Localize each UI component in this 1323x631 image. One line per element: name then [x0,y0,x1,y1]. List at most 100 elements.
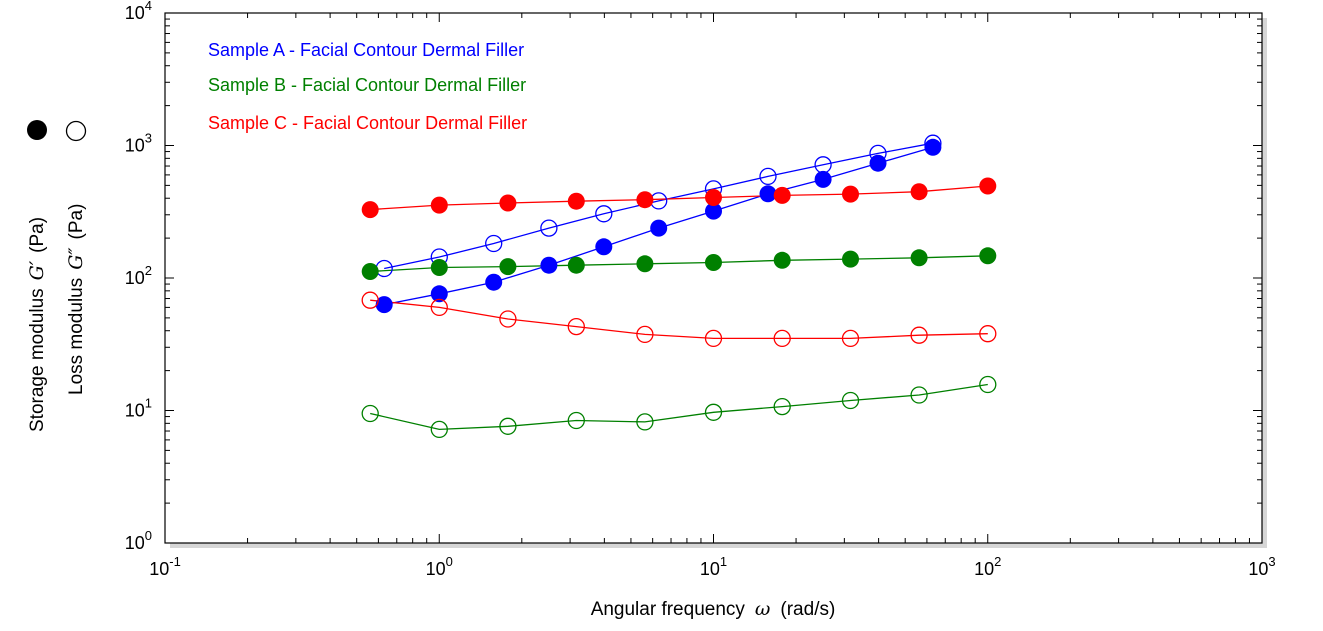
x-axis-unit: (rad/s) [780,599,835,620]
x-tick-labels: 10-1 100 101 102 103 [149,554,1275,579]
series-1-loss-point [636,413,654,431]
series-2-storage-point [979,177,997,195]
series-1-loss-point [910,386,928,404]
x-tick-label-base: 10 [426,559,446,579]
y-tick-label-exponent: 0 [145,528,152,543]
y-axis-title-loss: Loss modulus G″ (Pa) [65,120,87,395]
series-1-storage-point [430,259,448,276]
series-2-storage-point [567,192,585,210]
svg-text:Storage modulusG′(Pa): Storage modulus G′ (Pa) [26,217,48,432]
series-2-storage-point [773,186,791,204]
x-tick-label: 103 [1248,554,1275,579]
series-2-loss-point [361,291,379,309]
y-tick-label: 101 [125,396,152,421]
series-0-loss-point [814,156,832,174]
series-2-loss-point [499,310,517,328]
y-axis-loss-text: Loss modulus [66,278,87,395]
x-axis-title: Angular frequency ω (rad/s) [591,598,836,620]
series-0-storage-point [705,202,722,220]
series-2-loss-point [430,298,448,317]
series-1-storage-line [370,255,988,273]
series-1-storage-point [979,247,997,265]
series-2-storage-point [361,201,379,219]
open-circle-legend-icon [65,120,87,142]
x-tick-label-exponent: 3 [1268,554,1275,569]
series-2-loss-point [567,317,585,336]
series-0-storage-point [924,138,942,156]
y-axis-storage-unit: (Pa) [27,217,48,253]
x-axis-title-text: Angular frequency [591,599,746,620]
series-2-loss-point [979,325,997,343]
series-1-loss-line [370,383,988,431]
series-0-storage-point [485,273,503,291]
x-tick-label-exponent: 1 [720,554,727,569]
series-2-loss-line [370,299,988,340]
x-tick-label-base: 10 [700,559,720,579]
x-axis-ticks [164,13,1250,543]
series-0-loss-line [384,142,934,270]
x-tick-label-base: 10 [974,559,994,579]
legend-entry-sample-b: Sample B - Facial Contour Dermal Filler [208,75,526,95]
series-1-storage-point [705,254,722,271]
series-0-storage-point [375,296,393,314]
y-tick-label-exponent: 2 [145,263,152,278]
series-markers [361,134,997,439]
series-1-loss-point [567,411,585,430]
series-1-storage-point [773,251,791,269]
y-axis-loss-unit: (Pa) [66,204,87,240]
x-tick-label: 10-1 [149,554,181,579]
series-1-storage-point [567,256,585,274]
series-2-loss-point [636,325,654,344]
series-2-storage-point [842,185,859,203]
series-1-storage-point [842,250,859,268]
series-1-loss-point [361,404,379,423]
x-tick-label: 102 [974,554,1001,579]
filled-circle-legend-icon [27,120,47,140]
y-tick-label-base: 10 [125,268,145,288]
series-0-storage-point [540,256,558,274]
x-tick-label: 101 [700,554,727,579]
series-0-loss-point [485,234,503,253]
x-tick-label: 100 [426,554,453,579]
legend-entry-sample-a: Sample A - Facial Contour Dermal Filler [208,40,524,60]
legend-entry-sample-c: Sample C - Facial Contour Dermal Filler [208,113,527,133]
series-1-loss-point [704,403,723,421]
y-axis-storage-symbol: G′ [26,260,48,280]
series-0-loss-point [540,219,558,237]
y-tick-label: 102 [125,263,152,288]
y-axis-ticks [165,18,1262,544]
y-tick-label-exponent: 3 [145,131,152,146]
series-2-loss-point [704,329,723,348]
series-2-loss-point [773,329,791,348]
x-tick-label-base: 10 [1248,559,1268,579]
series-0-storage-point [430,285,448,303]
y-tick-label-exponent: 1 [145,396,152,411]
series-1-loss-point [499,417,517,435]
series-0-storage-point [814,170,832,188]
y-axis-title-storage: Storage modulus G′ (Pa) [26,120,48,432]
y-tick-label-base: 10 [125,401,145,421]
y-tick-label-base: 10 [125,136,145,156]
series-1-storage-point [361,263,379,280]
series-0-loss-point [375,259,393,278]
series-2-storage-point [499,194,517,212]
y-tick-label: 104 [125,0,152,23]
series-2-storage-point [705,189,722,206]
legend: Sample A - Facial Contour Dermal Filler … [208,40,527,133]
series-2-loss-point [841,329,860,348]
y-axis-loss-symbol: G″ [65,247,87,269]
series-0-storage-point [595,238,613,256]
plot-area [164,12,1263,544]
series-1-loss-point [841,391,860,410]
x-tick-label-exponent: 2 [994,554,1001,569]
y-tick-label-base: 10 [125,3,145,23]
series-2-storage-point [636,191,654,209]
x-tick-label-exponent: -1 [169,554,181,569]
series-0-loss-point [595,205,613,223]
svg-text:Loss modulusG″(Pa): Loss modulus G″ (Pa) [65,204,87,395]
x-tick-label-exponent: 0 [446,554,453,569]
y-tick-label: 100 [125,528,152,553]
series-1-storage-point [499,258,517,276]
